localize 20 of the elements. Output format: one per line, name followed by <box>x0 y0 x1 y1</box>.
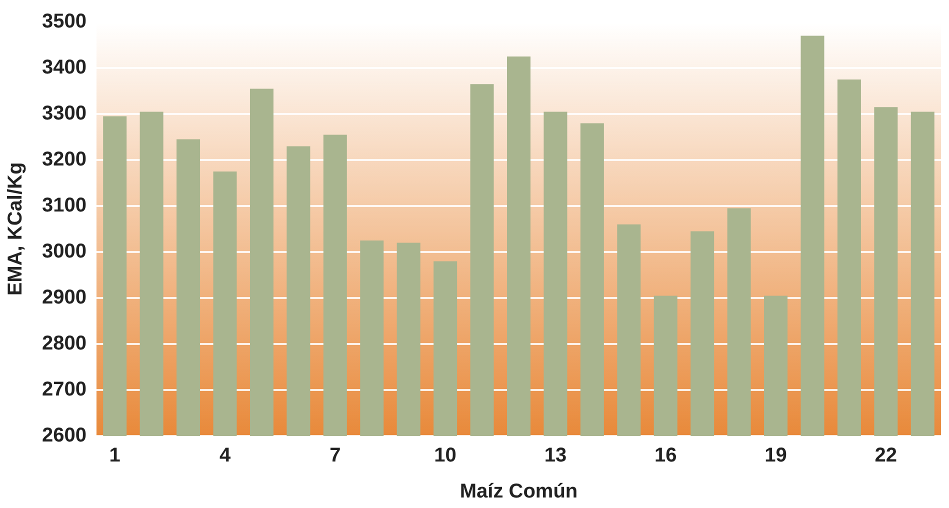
y-tick-label: 2900 <box>42 286 86 309</box>
y-tick-label: 3400 <box>42 56 86 79</box>
y-tick-label: 3300 <box>42 102 86 125</box>
x-tick-label: 13 <box>544 444 567 467</box>
y-tick-label: 3000 <box>42 240 86 263</box>
x-tick-label: 16 <box>654 444 677 467</box>
y-tick-label: 2800 <box>42 332 86 355</box>
x-tick-label: 1 <box>109 444 120 467</box>
y-tick-label: 2600 <box>42 424 86 447</box>
y-tick-label: 3500 <box>42 10 86 33</box>
y-tick-label: 2700 <box>42 378 86 401</box>
x-axis-title: Maíz Común <box>460 480 578 503</box>
x-tick-label: 19 <box>764 444 787 467</box>
x-tick-label: 10 <box>434 444 456 467</box>
y-tick-label: 3100 <box>42 194 86 217</box>
x-tick-label: 7 <box>330 444 341 467</box>
y-tick-label: 3200 <box>42 148 86 171</box>
y-axis-title: EMA, KCal/Kg <box>4 162 27 296</box>
x-tick-label: 22 <box>874 444 898 467</box>
x-tick-label: 4 <box>219 444 232 467</box>
